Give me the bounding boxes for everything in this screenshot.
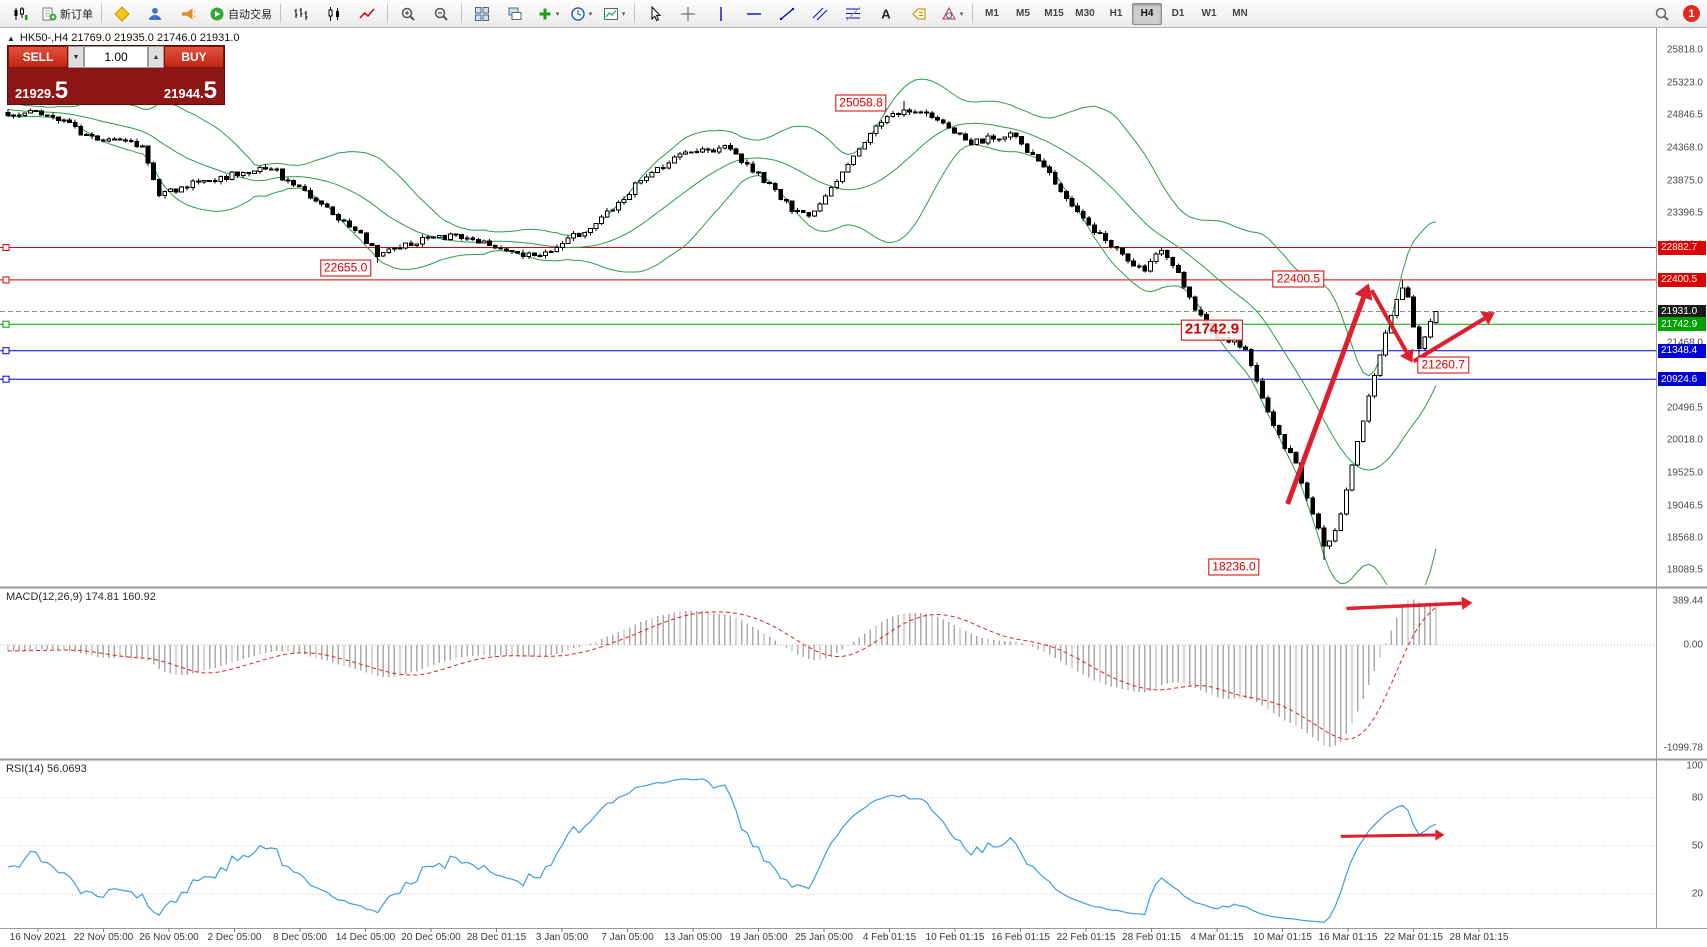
toolbar-separator <box>972 4 973 23</box>
channel-tool-button[interactable] <box>804 2 836 26</box>
rsi-indicator-label: RSI(14) 56.0693 <box>6 763 87 775</box>
zoom-in-icon <box>401 7 415 21</box>
editor-icon <box>114 5 130 22</box>
timeframe-D1[interactable]: D1 <box>1171 8 1185 19</box>
timeframe-M30[interactable]: M30 <box>1075 8 1095 19</box>
toolbar-separator <box>634 4 635 23</box>
buy-button-label: BUY <box>181 50 207 64</box>
fibonacci-tool-button[interactable] <box>837 2 869 26</box>
rsi-name: RSI(14) <box>6 763 44 775</box>
sell-price: 21929.5 <box>15 77 69 104</box>
buy-button[interactable]: BUY <box>164 46 224 68</box>
fibo-icon <box>846 6 860 21</box>
text-label-tool-button[interactable] <box>903 2 935 26</box>
volume-decrease-button[interactable]: ▼ <box>68 46 84 68</box>
macd-name: MACD(12,26,9) <box>6 591 83 603</box>
cursor-button[interactable] <box>639 2 671 26</box>
indicators-list-button[interactable]: ▾ <box>532 2 564 26</box>
new-order-label: 新订单 <box>60 8 93 21</box>
sell-button-label: SELL <box>22 50 54 64</box>
toolbar-separator <box>387 4 388 23</box>
timeframe-MN[interactable]: MN <box>1232 8 1248 19</box>
line-chart-mode-button[interactable] <box>351 2 383 26</box>
dropdown-caret-icon: ▾ <box>555 10 560 18</box>
zoom-in-button[interactable] <box>392 2 424 26</box>
symbol-info: ▲ HK50-,H4 21769.0 21935.0 21746.0 21931… <box>7 32 240 44</box>
crosshair-button[interactable] <box>672 2 704 26</box>
candles-icon <box>328 6 339 21</box>
toolbar: 新订单 自动交易 ▾ ▾ ▾ A ▾ M1 M5 M15 M30 H1 H4 D1 W1 MN 1 <box>0 0 1707 28</box>
hline-icon <box>747 12 761 15</box>
shapes-icon <box>941 6 956 19</box>
vertical-line-tool-button[interactable] <box>705 2 737 26</box>
timeframe-M1[interactable]: M1 <box>985 8 999 19</box>
autotrading-button[interactable]: 自动交易 <box>205 2 276 26</box>
alerts-button[interactable] <box>172 2 204 26</box>
zoom-out-icon <box>434 7 448 21</box>
volume-increase-button[interactable]: ▲ <box>148 46 164 68</box>
one-click-trading-panel: SELL ▼ ▲ BUY 21929.5 21944.5 <box>8 46 224 104</box>
trendline-tool-button[interactable] <box>771 2 803 26</box>
chart-window-button[interactable] <box>4 2 36 26</box>
textA-icon: A <box>881 6 891 21</box>
search-icon <box>1655 7 1669 21</box>
timeframe-H1[interactable]: H1 <box>1109 8 1123 19</box>
text-tool-button[interactable]: A <box>870 2 902 26</box>
tile-icon <box>475 6 489 21</box>
megaphone-icon <box>182 8 196 19</box>
order-doc-icon <box>42 7 57 20</box>
periods-button[interactable]: ▾ <box>565 2 597 26</box>
macd-indicator-label: MACD(12,26,9) 174.81 160.92 <box>6 591 156 603</box>
symbol-ohlc-text: HK50-,H4 21769.0 21935.0 21746.0 21931.0 <box>19 32 240 44</box>
toolbar-separator <box>101 4 102 23</box>
label-icon <box>912 8 926 19</box>
toolbar-separator <box>280 4 281 23</box>
toolbar-separator <box>461 4 462 23</box>
cascade-windows-button[interactable] <box>499 2 531 26</box>
horizontal-line-tool-button[interactable] <box>738 2 770 26</box>
timeframe-H4[interactable]: H4 <box>1132 2 1162 25</box>
macd-values: 174.81 160.92 <box>85 591 156 603</box>
templates-button[interactable]: ▾ <box>598 2 630 26</box>
search-button[interactable] <box>1646 2 1678 26</box>
autotrading-label: 自动交易 <box>228 8 272 21</box>
person-icon <box>149 7 161 20</box>
bar-chart-mode-button[interactable] <box>285 2 317 26</box>
zoom-out-button[interactable] <box>425 2 457 26</box>
cursor-icon <box>651 5 662 21</box>
new-order-button[interactable]: 新订单 <box>37 2 97 26</box>
channel-icon <box>812 7 828 20</box>
rsi-value: 56.0693 <box>46 763 87 775</box>
dropdown-caret-icon: ▾ <box>621 10 626 18</box>
dropdown-caret-icon: ▾ <box>588 10 593 18</box>
timeframe-M15[interactable]: M15 <box>1044 8 1064 19</box>
crosshair-icon <box>681 6 695 21</box>
ind-plus-icon <box>539 8 551 19</box>
clock-icon <box>570 6 585 21</box>
notification-badge[interactable]: 1 <box>1683 5 1700 22</box>
metaeditor-button[interactable] <box>106 2 138 26</box>
sell-button[interactable]: SELL <box>8 46 68 68</box>
candle-chart-icon <box>14 6 28 20</box>
buy-price: 21944.5 <box>163 77 217 104</box>
accounts-button[interactable] <box>139 2 171 26</box>
template-icon <box>603 7 618 20</box>
tline-icon <box>779 7 795 20</box>
timeframe-W1[interactable]: W1 <box>1201 8 1217 19</box>
shapes-tool-button[interactable]: ▾ <box>936 2 968 26</box>
volume-input[interactable] <box>84 46 148 68</box>
vline-icon <box>720 6 722 21</box>
svg-text:A: A <box>881 6 891 21</box>
bars-icon <box>294 7 308 20</box>
tile-windows-button[interactable] <box>466 2 498 26</box>
one-click-toggle-icon[interactable]: ▲ <box>7 33 15 43</box>
candlestick-mode-button[interactable] <box>318 2 350 26</box>
play-green-icon <box>210 7 224 20</box>
cascade-icon <box>508 7 522 20</box>
timeframe-M5[interactable]: M5 <box>1016 8 1030 19</box>
line-icon <box>359 8 375 19</box>
dropdown-caret-icon: ▾ <box>959 10 964 18</box>
